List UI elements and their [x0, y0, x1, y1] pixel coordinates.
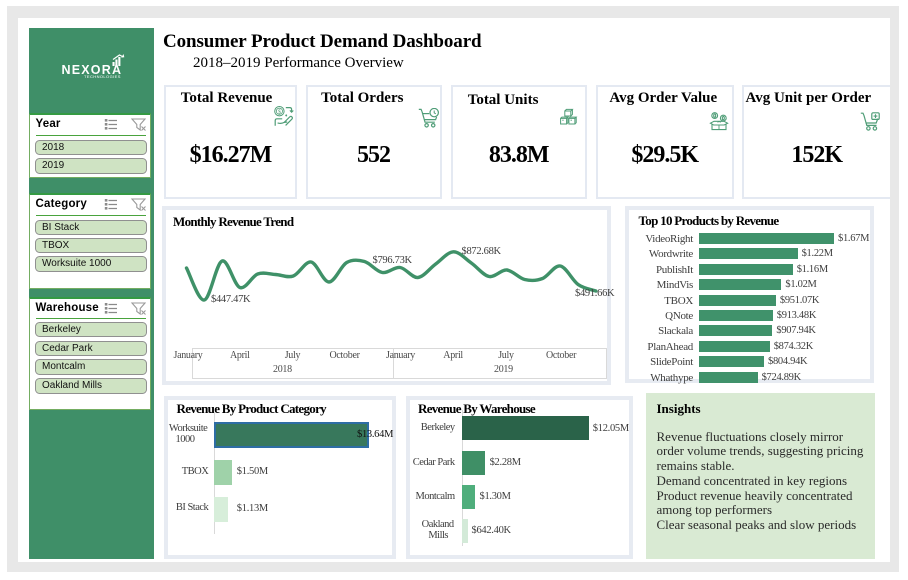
svg-text:$: $ — [278, 108, 281, 115]
